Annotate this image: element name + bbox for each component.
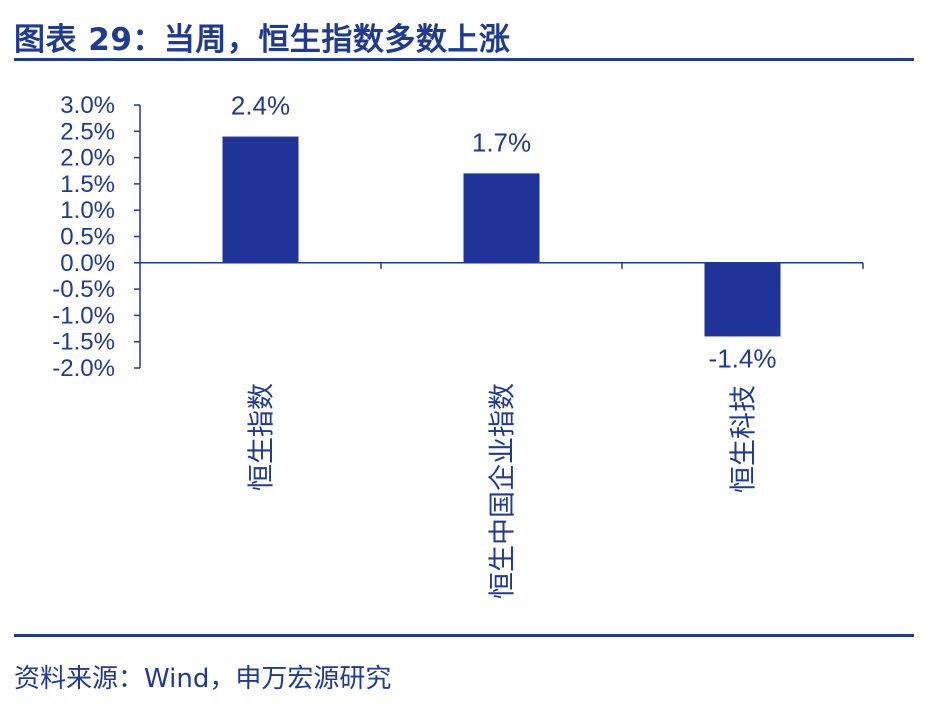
y-tick-label: -2.0% [52,355,115,382]
y-tick-label: 0.5% [60,224,115,251]
bars [222,136,781,337]
bar [704,262,781,337]
data-label: -1.4% [709,343,777,373]
y-tick-label: -0.5% [52,276,115,303]
data-labels: 2.4% 1.7% -1.4% [231,91,777,374]
category-label: 恒生中国企业指数 [488,383,519,599]
title-divider [14,58,914,61]
footer-divider [14,634,914,637]
y-axis: 3.0%2.5%2.0%1.5%1.0%0.5%0.0%-0.5%-1.0%-1… [52,92,141,382]
data-label: 2.4% [231,91,290,121]
data-label: 1.7% [472,127,531,157]
bar [463,173,540,263]
y-tick-label: 2.5% [60,118,115,145]
y-tick-label: 2.0% [60,145,115,172]
y-tick-label: 1.5% [60,171,115,198]
category-label: 恒生科技 [729,385,760,493]
category-label: 恒生指数 [247,383,278,491]
source-note: 资料来源：Wind，申万宏源研究 [14,664,392,694]
y-tick-label: 3.0% [60,92,115,119]
y-tick-label: -1.0% [52,302,115,329]
bar-chart: 3.0%2.5%2.0%1.5%1.0%0.5%0.0%-0.5%-1.0%-1… [52,91,864,599]
y-tick-label: -1.5% [52,329,115,356]
y-tick-label: 0.0% [60,250,115,277]
chart-title: 图表 29：当周，恒生指数多数上涨 [14,22,511,58]
y-tick-label: 1.0% [60,197,115,224]
bar [222,136,299,263]
category-labels: 恒生指数 恒生中国企业指数 恒生科技 [247,383,760,599]
